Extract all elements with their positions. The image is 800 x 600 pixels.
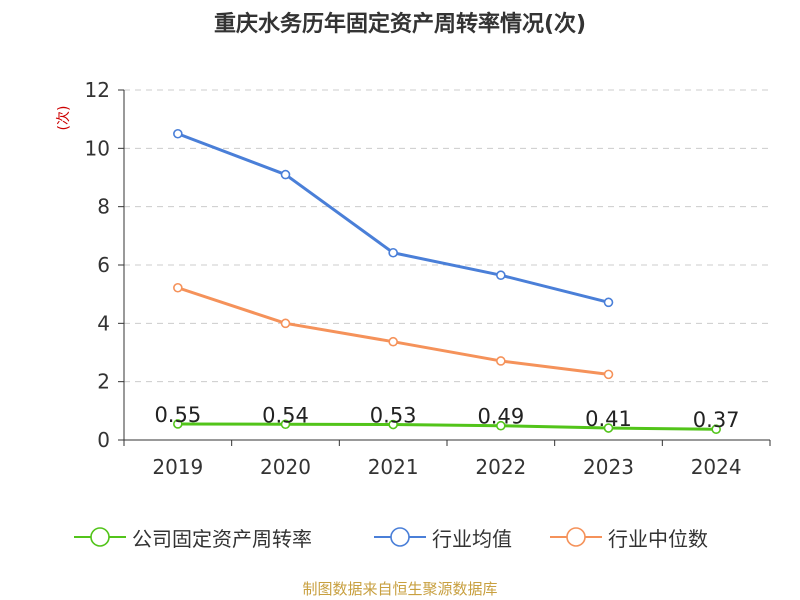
x-tick-label: 2024	[691, 455, 742, 479]
data-point	[603, 369, 614, 380]
legend-marker-icon	[550, 527, 602, 547]
x-tick-label: 2022	[475, 455, 526, 479]
data-point	[173, 282, 183, 293]
data-point	[496, 356, 506, 366]
data-point	[496, 270, 506, 281]
y-tick-label: 12	[85, 78, 110, 102]
data-point	[173, 419, 183, 429]
legend-item[interactable]: 行业均值	[372, 520, 512, 554]
data-point	[388, 419, 398, 430]
legend-item[interactable]: 公司固定资产周转率	[72, 520, 312, 554]
data-point	[603, 423, 614, 433]
data-point	[388, 247, 398, 258]
data-point	[603, 297, 614, 308]
data-label: 0.55	[154, 403, 201, 427]
data-label: 0.37	[693, 408, 740, 432]
data-point	[280, 169, 291, 180]
y-tick-label: 6	[97, 253, 110, 277]
y-tick-label: 8	[97, 195, 110, 219]
data-label: 0.49	[477, 405, 524, 429]
x-tick-label: 2021	[368, 455, 419, 479]
data-point	[280, 318, 291, 329]
data-label: 0.54	[262, 403, 309, 427]
legend-label: 公司固定资产周转率	[132, 526, 312, 551]
x-tick-label: 2020	[260, 455, 311, 479]
data-point	[280, 419, 291, 430]
x-tick-label: 2023	[583, 455, 634, 479]
data-source-note: 制图数据来自恒生聚源数据库	[302, 580, 498, 598]
series-line	[177, 422, 717, 431]
x-tick-label: 2019	[152, 455, 203, 479]
chart-legend: 公司固定资产周转率 行业均值 行业中位数	[0, 520, 800, 554]
y-tick-label: 0	[97, 428, 110, 452]
chart-title: 重庆水务历年固定资产周转率情况(次)	[213, 12, 587, 37]
data-label: 0.41	[585, 407, 632, 431]
legend-item[interactable]: 行业中位数	[548, 520, 708, 554]
y-tick-label: 4	[97, 311, 110, 335]
series-line	[177, 132, 609, 304]
data-label: 0.53	[370, 404, 417, 428]
y-tick-label: 2	[97, 370, 110, 394]
data-point	[388, 336, 398, 347]
legend-marker-icon	[374, 527, 426, 547]
legend-marker-icon	[74, 527, 126, 547]
data-point	[496, 420, 506, 431]
series-line	[177, 286, 609, 376]
data-point	[711, 424, 721, 435]
legend-label: 行业中位数	[608, 526, 708, 551]
legend-label: 行业均值	[432, 526, 512, 551]
data-point	[173, 128, 183, 139]
y-tick-label: 10	[85, 136, 110, 160]
